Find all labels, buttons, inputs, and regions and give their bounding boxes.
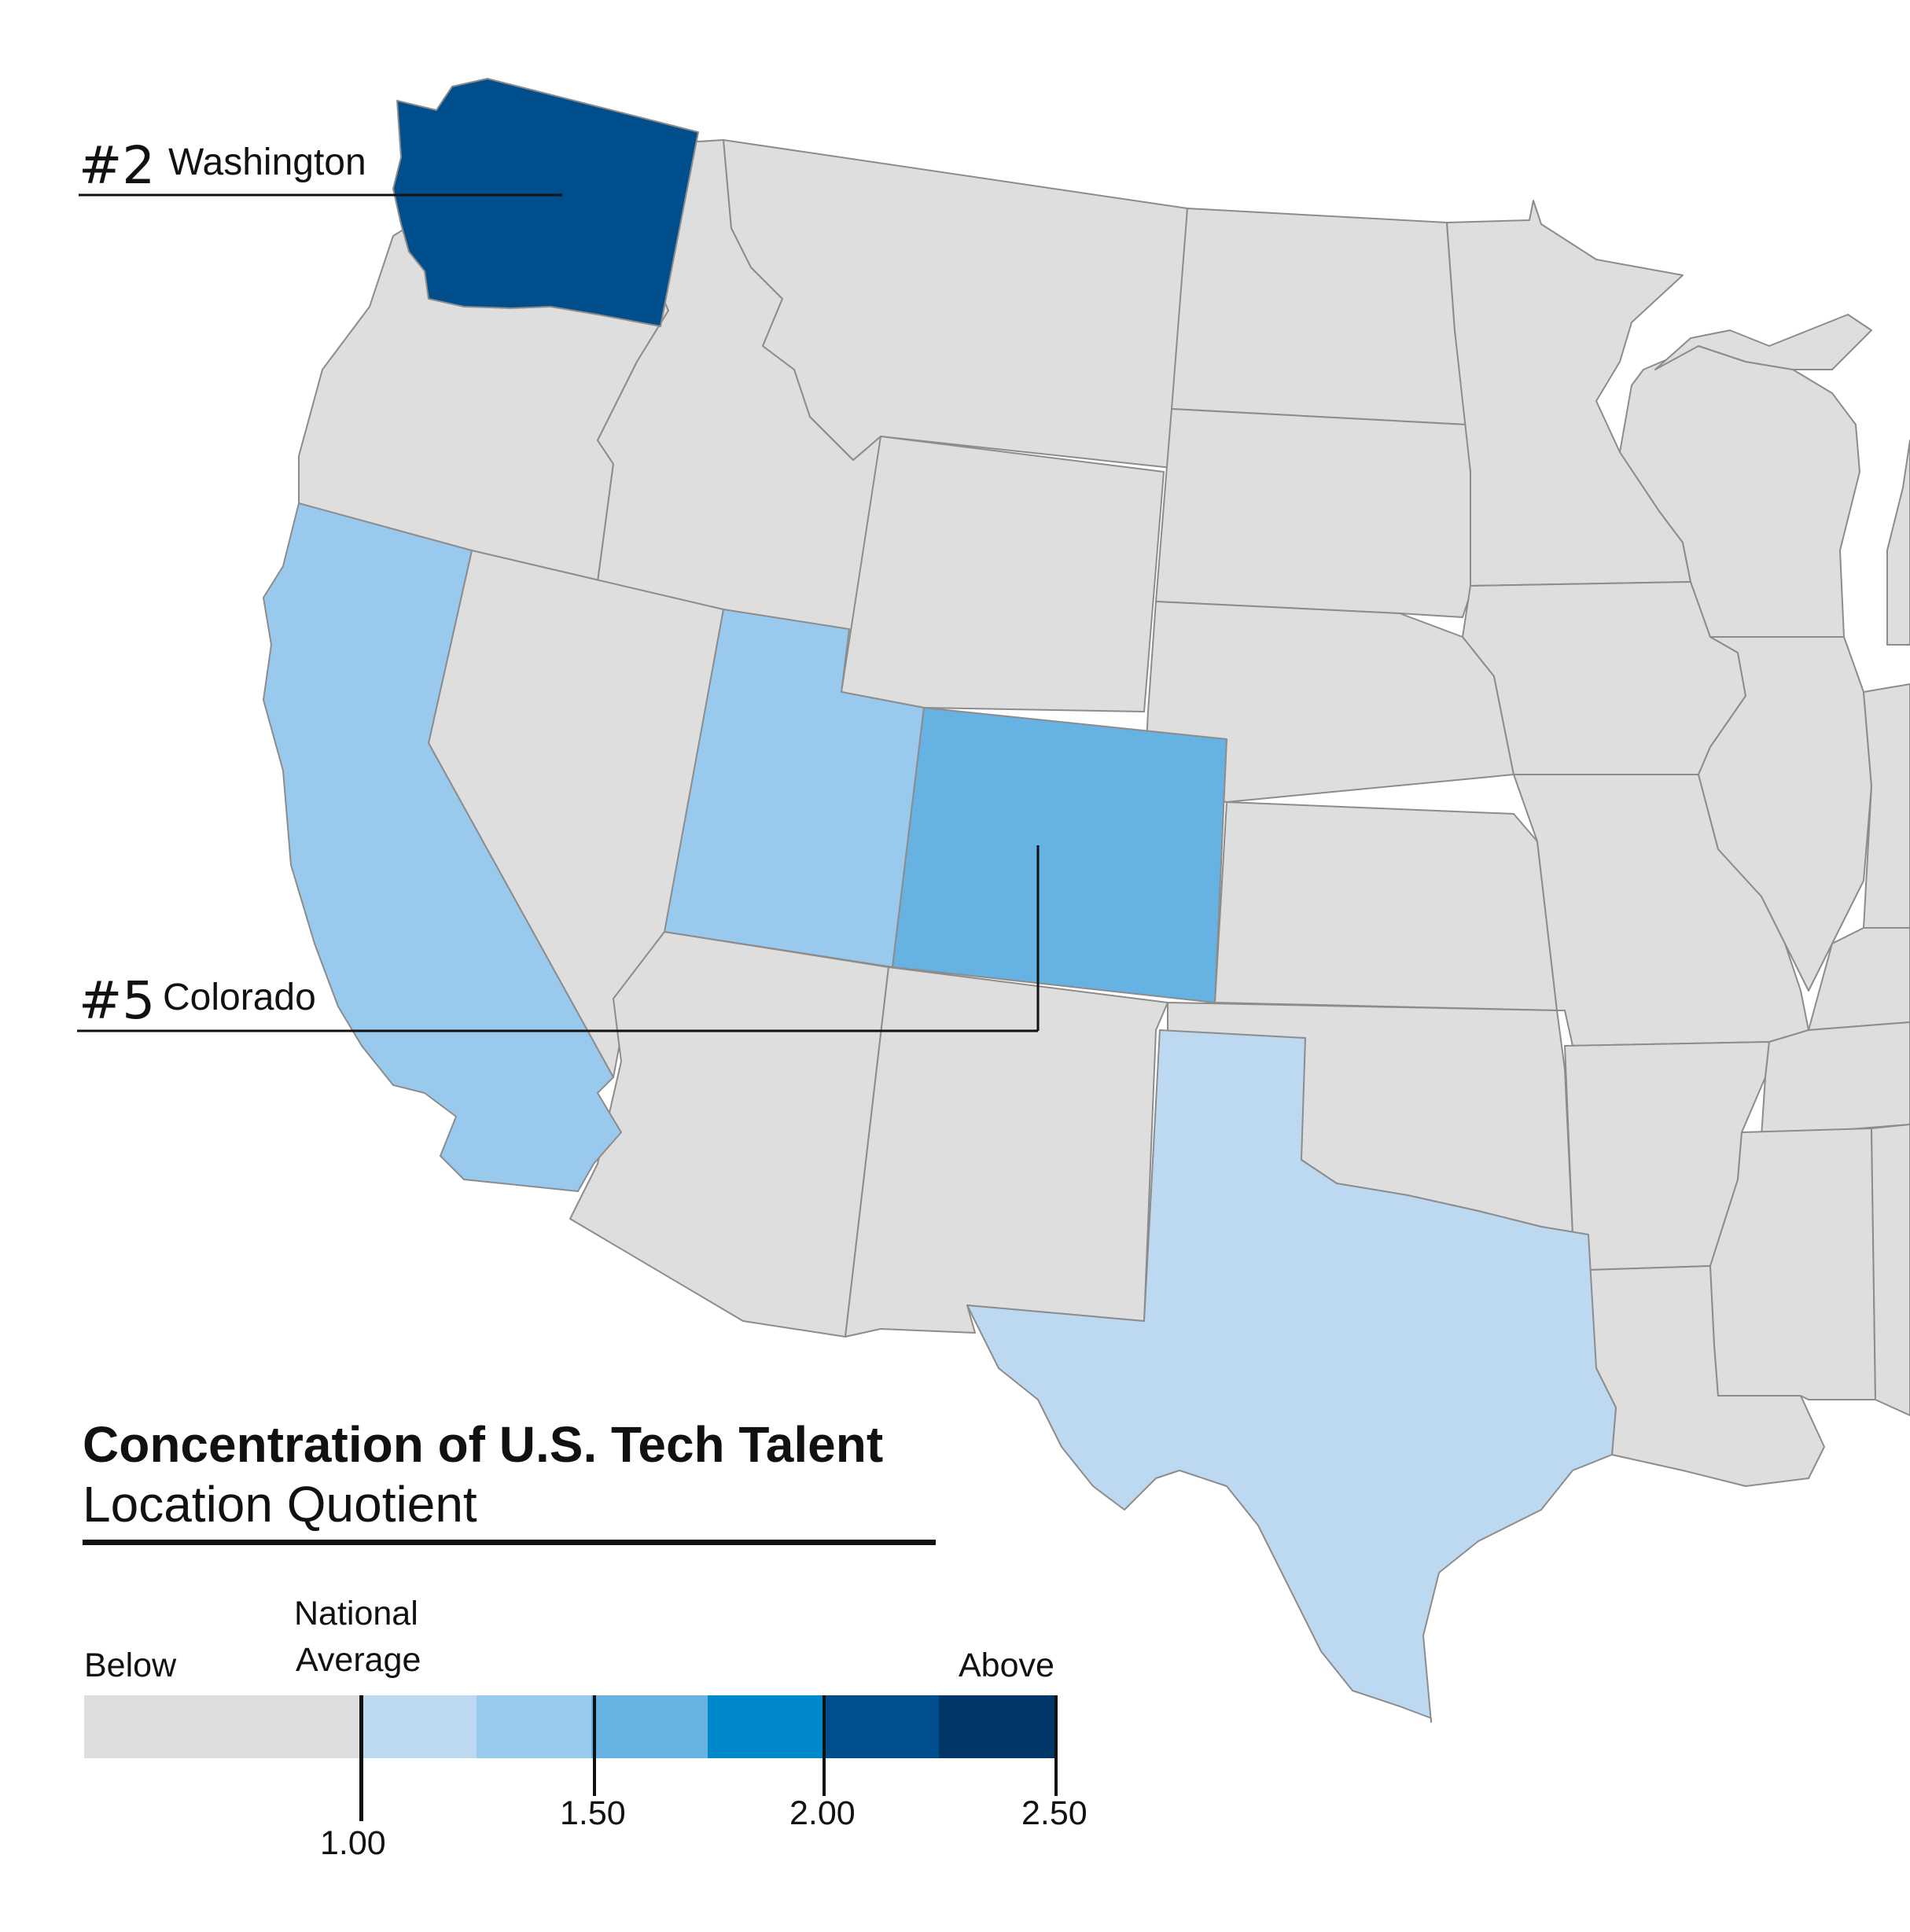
legend-tick-label-1-00: 1.00 <box>320 1824 386 1862</box>
legend-swatch-4 <box>708 1695 823 1758</box>
title-rule <box>83 1540 936 1545</box>
state-michigan-lower <box>1886 440 1910 646</box>
state-indiana <box>1863 683 1910 929</box>
legend-national-average-line1: National <box>294 1595 418 1632</box>
legend-swatch-2 <box>477 1695 591 1758</box>
state-texas <box>966 1029 1617 1723</box>
state-minnesota <box>1446 200 1691 587</box>
legend-swatch-6 <box>939 1695 1056 1758</box>
legend-tick-1-50 <box>593 1695 596 1796</box>
state-kansas <box>1214 801 1558 1011</box>
state-alabama <box>1871 1124 1910 1416</box>
legend-below-label: Below <box>84 1647 177 1684</box>
map-title: Concentration of U.S. Tech Talent <box>83 1416 884 1473</box>
legend-tick-1-00 <box>359 1695 363 1821</box>
state-tennessee <box>1761 1021 1910 1137</box>
state-south-dakota <box>1155 408 1475 618</box>
map-subtitle: Location Quotient <box>83 1476 477 1533</box>
legend-swatch-5 <box>823 1695 939 1758</box>
state-california <box>263 502 622 1192</box>
state-colorado <box>892 707 1227 1003</box>
state-wyoming <box>841 436 1165 712</box>
legend-swatch-1 <box>361 1695 477 1758</box>
legend-color-bar <box>84 1695 1056 1758</box>
state-michigan-upper <box>1654 314 1872 370</box>
legend-national-average-line2: Average <box>296 1641 421 1679</box>
legend-tick-label-2-00: 2.00 <box>789 1794 856 1832</box>
colorado-name: Colorado <box>163 977 316 1018</box>
state-washington <box>392 78 699 327</box>
legend-above-label: Above <box>959 1647 1054 1684</box>
colorado-rank: #5 <box>79 970 156 1031</box>
legend-swatch-below <box>84 1695 361 1758</box>
state-new-mexico <box>845 966 1168 1338</box>
state-north-dakota <box>1171 208 1467 425</box>
legend-tick-2-50 <box>1054 1695 1058 1796</box>
legend-tick-label-2-50: 2.50 <box>1021 1794 1087 1832</box>
legend-tick-label-1-50: 1.50 <box>560 1794 626 1832</box>
state-kentucky <box>1808 927 1910 1031</box>
washington-name: Washington <box>168 142 366 183</box>
washington-rank: #2 <box>79 135 156 196</box>
legend-tick-2-00 <box>823 1695 826 1796</box>
legend-swatch-3 <box>591 1695 708 1758</box>
